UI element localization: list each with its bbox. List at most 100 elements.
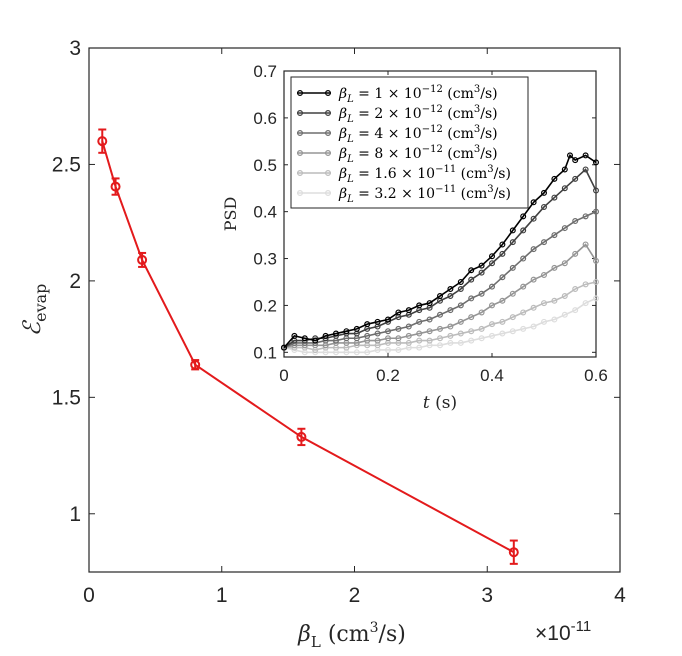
main-x-tick-label: 3 xyxy=(481,584,493,607)
inset-data-point xyxy=(520,213,527,220)
main-series-layer xyxy=(97,128,519,565)
inset-data-point xyxy=(520,283,527,290)
inset-data-point xyxy=(457,339,464,346)
inset-y-tick-label: 0.2 xyxy=(253,296,277,315)
inset-data-point xyxy=(457,278,464,285)
inset-data-point xyxy=(395,335,402,342)
inset-data-point xyxy=(447,307,454,314)
inset-data-point xyxy=(592,257,599,264)
legend-marker xyxy=(325,89,332,96)
main-data-point xyxy=(110,181,121,192)
inset-data-point xyxy=(395,325,402,332)
inset-y-tick-label: 0.5 xyxy=(253,156,277,175)
inset-data-point xyxy=(343,328,350,335)
inset-data-point xyxy=(353,325,360,332)
inset-data-point xyxy=(509,264,516,271)
legend-entry-label: βL = 1.6 × 10−11 (cm3/s) xyxy=(338,164,511,185)
inset-data-point xyxy=(468,276,475,283)
inset-x-tick-label: 0.2 xyxy=(376,366,400,385)
inset-y-ticks: 0.1 0.2 0.3 0.4 0.5 0.6 0.7 xyxy=(253,62,596,362)
inset-data-point xyxy=(509,314,516,321)
inset-data-point xyxy=(437,342,444,349)
main-y-axis-label: ℰevap xyxy=(18,284,50,337)
inset-data-point xyxy=(405,339,412,346)
main-data-point xyxy=(296,431,307,442)
main-y-label-symbol: ℰ xyxy=(18,319,46,336)
inset-data-point xyxy=(561,260,568,267)
inset-data-point xyxy=(530,304,537,311)
inset-data-point xyxy=(437,325,444,332)
inset-series-layer xyxy=(281,152,599,356)
inset-data-point xyxy=(566,152,573,159)
main-y-tick-label: 1 xyxy=(69,503,81,526)
legend-marker xyxy=(297,130,304,137)
inset-data-point xyxy=(457,318,464,325)
inset-data-point xyxy=(385,328,392,335)
inset-data-point xyxy=(520,227,527,234)
inset-data-point xyxy=(312,337,319,344)
inset-data-point xyxy=(437,293,444,300)
inset-x-tick-label: 0 xyxy=(279,366,288,385)
legend-marker xyxy=(325,190,332,197)
x-exponent-power: -11 xyxy=(571,618,592,635)
inset-data-point xyxy=(478,290,485,297)
inset-data-point xyxy=(530,215,537,222)
inset-data-point xyxy=(499,250,506,257)
inset-data-point xyxy=(592,159,599,166)
inset-data-point xyxy=(468,267,475,274)
inset-data-point xyxy=(561,293,568,300)
inset-data-point xyxy=(478,269,485,276)
inset-data-point xyxy=(385,346,392,353)
inset-data-point xyxy=(385,316,392,323)
inset-data-point xyxy=(520,309,527,316)
inset-data-point xyxy=(489,321,496,328)
inset-y-tick-label: 0.4 xyxy=(253,203,277,222)
inset-data-point xyxy=(489,332,496,339)
legend-marker xyxy=(297,89,304,96)
inset-data-point xyxy=(530,276,537,283)
inset-series-line xyxy=(284,281,597,351)
inset-data-point xyxy=(457,286,464,293)
legend-marker xyxy=(325,150,332,157)
inset-data-point xyxy=(540,271,547,278)
inset-data-point xyxy=(374,318,381,325)
inset-data-point xyxy=(437,335,444,342)
inset-legend: βL = 1 × 10−12 (cm3/s)βL = 2 × 10−12 (cm… xyxy=(290,76,529,209)
inset-data-point xyxy=(468,328,475,335)
inset-data-point xyxy=(281,344,288,351)
main-data-point xyxy=(508,547,519,558)
inset-data-point xyxy=(426,316,433,323)
inset-data-point xyxy=(540,189,547,196)
x-exponent-label: ×10-11 xyxy=(535,618,591,645)
inset-data-point xyxy=(572,286,579,293)
inset-data-point xyxy=(489,253,496,260)
inset-data-point xyxy=(478,325,485,332)
inset-data-point xyxy=(582,152,589,159)
inset-data-point xyxy=(561,166,568,173)
inset-data-point xyxy=(478,309,485,316)
inset-data-point xyxy=(509,328,516,335)
inset-data-point xyxy=(530,199,537,206)
legend-marker xyxy=(325,109,332,116)
main-data-point xyxy=(190,359,201,370)
inset-y-tick-label: 0.3 xyxy=(253,250,277,269)
inset-data-point xyxy=(530,246,537,253)
legend-entry-label: βL = 2 × 10−12 (cm3/s) xyxy=(338,104,498,125)
inset-data-point xyxy=(447,339,454,346)
inset-data-point xyxy=(322,332,329,339)
legend-marker xyxy=(325,130,332,137)
inset-data-point xyxy=(582,166,589,173)
inset-data-point xyxy=(447,286,454,293)
legend-marker xyxy=(297,109,304,116)
legend-entries: βL = 1 × 10−12 (cm3/s)βL = 2 × 10−12 (cm… xyxy=(297,84,511,205)
inset-data-point xyxy=(551,316,558,323)
inset-data-point xyxy=(572,218,579,225)
inset-data-point xyxy=(499,297,506,304)
inset-data-point xyxy=(416,337,423,344)
inset-y-tick-label: 0.6 xyxy=(253,109,277,128)
legend-entry-label: βL = 1 × 10−12 (cm3/s) xyxy=(338,84,498,105)
inset-data-point xyxy=(447,332,454,339)
main-x-tick-label: 4 xyxy=(614,584,626,607)
inset-data-point xyxy=(364,321,371,328)
